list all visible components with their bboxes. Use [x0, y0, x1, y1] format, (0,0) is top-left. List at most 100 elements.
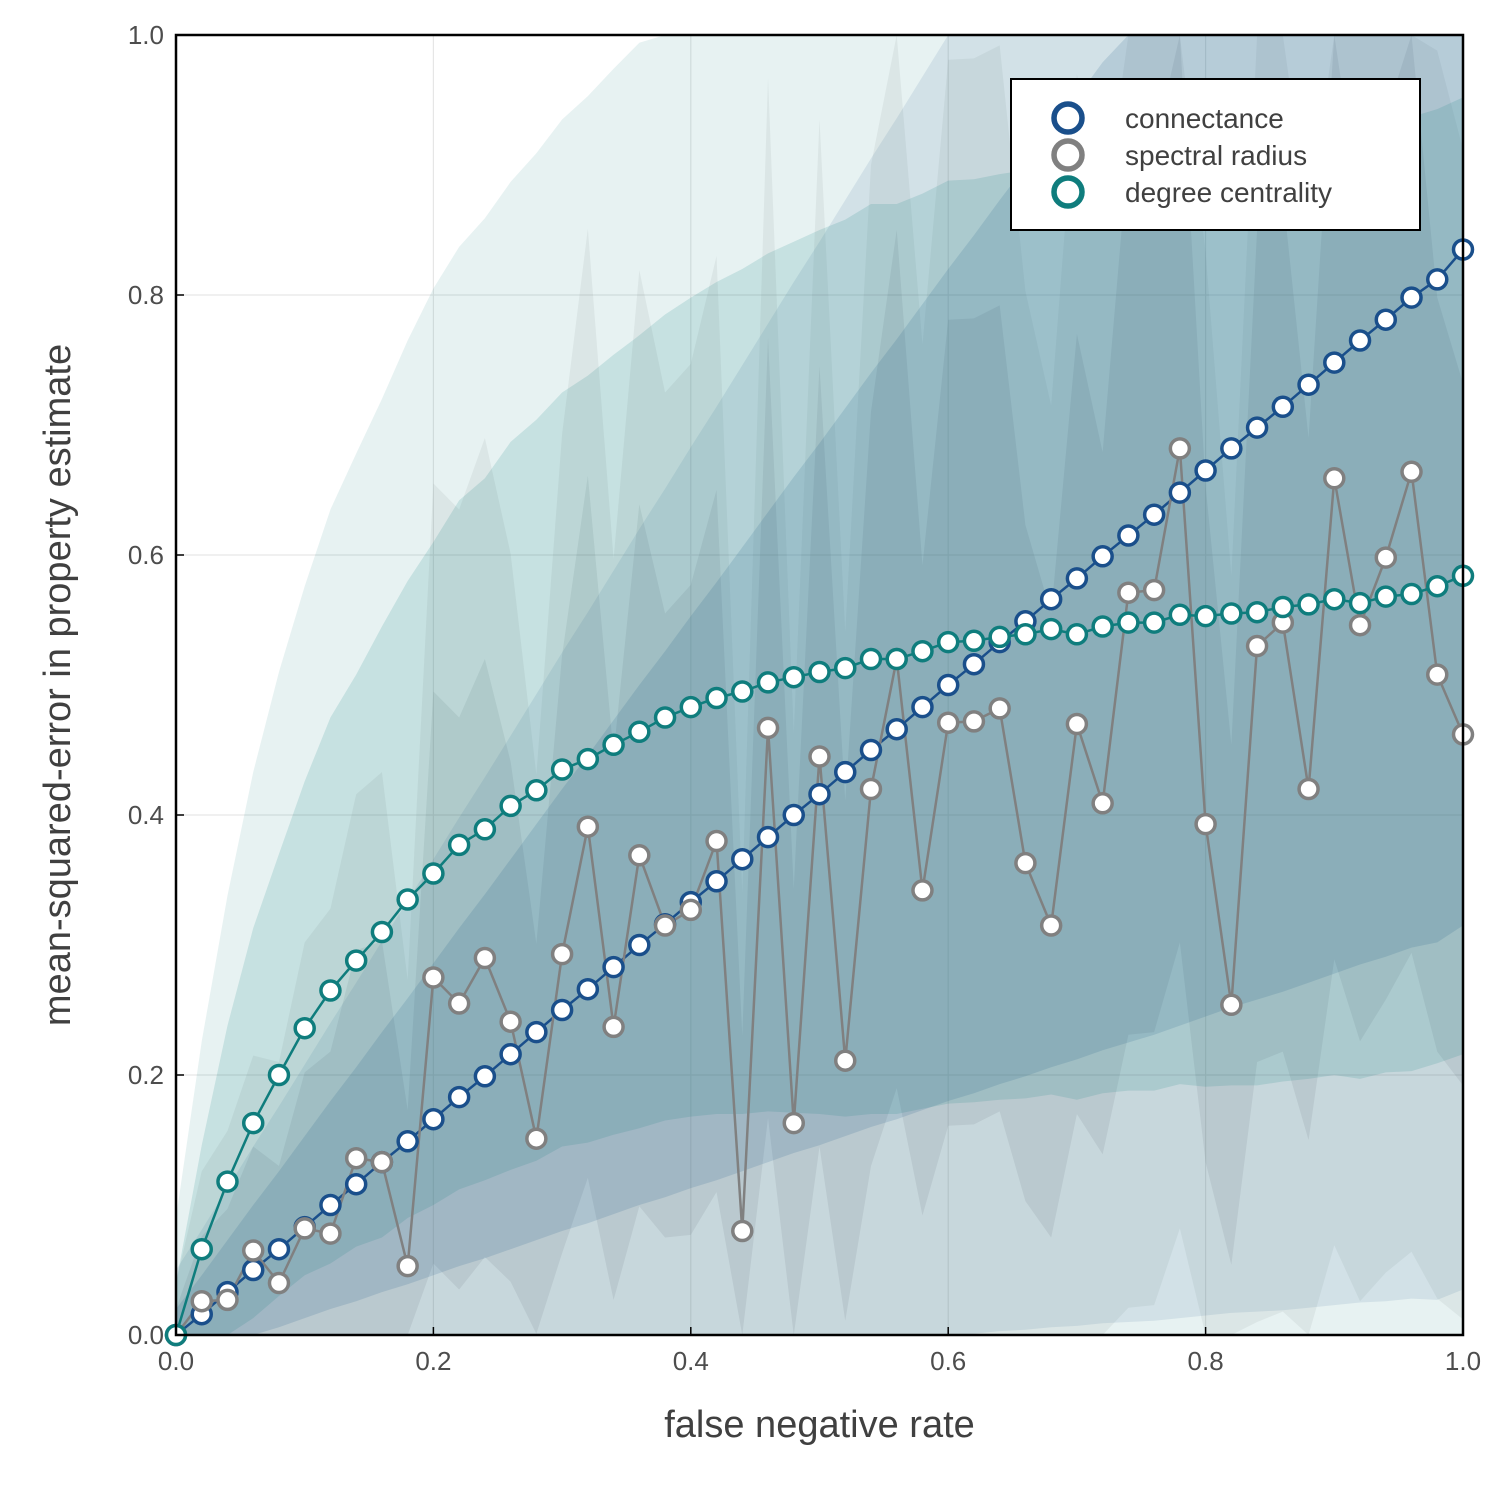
spectral-radius-point: [833, 1049, 857, 1072]
spectral-radius-point: [679, 898, 703, 922]
connectance-point: [550, 998, 574, 1022]
spectral-radius-point: [550, 942, 574, 966]
y-tick-label: 1.0: [128, 20, 164, 50]
connectance-outer-band: [176, 35, 1463, 1335]
spectral-radius-inner-band: [176, 35, 1463, 1335]
spectral-radius-point: [859, 777, 883, 801]
spectral-radius-point: [1348, 613, 1372, 637]
spectral-radius-point: [1117, 581, 1140, 604]
connectance-point: [705, 870, 728, 893]
x-tick-label: 0.6: [930, 1346, 966, 1376]
spectral-radius-point: [988, 697, 1011, 720]
legend-marker-spectral-radius: [1051, 138, 1085, 172]
connectance-point: [731, 847, 754, 871]
spectral-radius-point: [1297, 777, 1320, 801]
x-axis-ticks: 0.0 0.2 0.4 0.6 0.8 1.0: [158, 1327, 1481, 1376]
connectance-point: [422, 1107, 445, 1131]
spectral-radius-point: [1400, 460, 1423, 484]
connectance-point: [1323, 351, 1346, 374]
connectance-point: [1426, 268, 1449, 291]
connectance-point: [241, 1258, 265, 1282]
degree-centrality-point: [1426, 574, 1449, 598]
y-axis-title: mean-squared-error in property estimate: [37, 344, 79, 1026]
degree-centrality-point: [756, 671, 780, 694]
connectance-point: [267, 1237, 291, 1261]
connectance-point: [344, 1172, 368, 1196]
connectance-point: [1142, 503, 1166, 526]
degree-centrality-point: [1374, 585, 1398, 608]
connectance-point: [1194, 459, 1217, 482]
spectral-radius-point: [344, 1146, 368, 1170]
connectance-inner-band: [176, 35, 1463, 1335]
series-markers: [164, 238, 1475, 1347]
y-tick-label: 0.6: [128, 540, 164, 570]
connectance-point: [756, 825, 780, 849]
legend-marker-degree-centrality: [1051, 175, 1085, 209]
connectance-point: [962, 652, 986, 676]
degree-centrality-point: [1065, 623, 1089, 646]
spectral-radius-point: [1220, 993, 1243, 1017]
degree-centrality-point: [1168, 603, 1192, 627]
degree-centrality-point: [447, 833, 471, 857]
degree-centrality-point: [576, 747, 600, 771]
y-tick-label: 0.8: [128, 280, 164, 310]
connectance-point: [1091, 545, 1114, 568]
spectral-radius-point: [1014, 851, 1037, 875]
spectral-radius-point: [576, 815, 600, 838]
spectral-radius-point: [241, 1239, 265, 1262]
connectance-point: [499, 1042, 522, 1066]
x-tick-label: 0.8: [1188, 1346, 1224, 1376]
connectance-point: [885, 717, 908, 741]
connectance-point: [1117, 524, 1140, 547]
y-axis-ticks: 0.0 0.2 0.4 0.6 0.8 1.0: [128, 20, 184, 1350]
degree-centrality-point: [1348, 591, 1372, 615]
spectral-radius-point: [602, 1015, 625, 1039]
degree-centrality-inner-band: [176, 97, 1463, 1335]
degree-centrality-point: [936, 630, 960, 654]
spectral-radius-point: [756, 716, 780, 740]
degree-centrality-point: [190, 1237, 213, 1261]
degree-centrality-point: [731, 680, 754, 703]
connectance-point: [1348, 329, 1372, 352]
spectral-radius-point: [1168, 437, 1192, 460]
uncertainty-bands: [176, 35, 1463, 1335]
connectance-point: [396, 1130, 419, 1153]
legend: connectance spectral radius degree central…: [1010, 78, 1421, 231]
connectance-point: [525, 1020, 548, 1044]
spectral-radius-point: [1065, 712, 1089, 736]
degree-centrality-point: [988, 625, 1011, 649]
degree-centrality-point: [628, 720, 651, 744]
spectral-radius-point: [1039, 914, 1063, 937]
degree-centrality-point: [1117, 611, 1140, 634]
legend-box: [1010, 78, 1421, 231]
y-tick-label: 0.0: [128, 1320, 164, 1350]
connectance-point: [782, 803, 806, 827]
spectral-radius-point: [525, 1127, 548, 1150]
degree-centrality-point: [1271, 595, 1295, 619]
degree-centrality-point: [293, 1016, 316, 1040]
legend-label-spectral-radius: spectral radius: [1125, 140, 1307, 171]
spectral-radius-point: [370, 1150, 394, 1174]
spectral-radius-point: [447, 992, 471, 1015]
spectral-radius-point: [293, 1217, 316, 1240]
spectral-radius-point: [473, 946, 497, 970]
connectance-point: [808, 782, 831, 806]
degree-centrality-point: [370, 920, 394, 944]
plot-frame: [174, 33, 1465, 1337]
connectance-point: [576, 977, 600, 1001]
y-tick-label: 0.4: [128, 800, 164, 830]
degree-centrality-point: [602, 733, 625, 757]
degree-centrality-point: [962, 629, 986, 653]
connectance-point: [319, 1193, 342, 1217]
degree-centrality-point: [808, 660, 831, 684]
connectance-point: [1245, 416, 1269, 439]
spectral-radius-point: [962, 710, 986, 733]
spectral-radius-point: [808, 745, 831, 768]
x-tick-label: 0.0: [158, 1346, 194, 1376]
spectral-radius-point: [1426, 663, 1449, 686]
degree-centrality-point: [344, 949, 368, 972]
connectance-point: [1271, 395, 1295, 419]
x-tick-label: 0.2: [415, 1346, 451, 1376]
connectance-point: [1220, 437, 1243, 460]
